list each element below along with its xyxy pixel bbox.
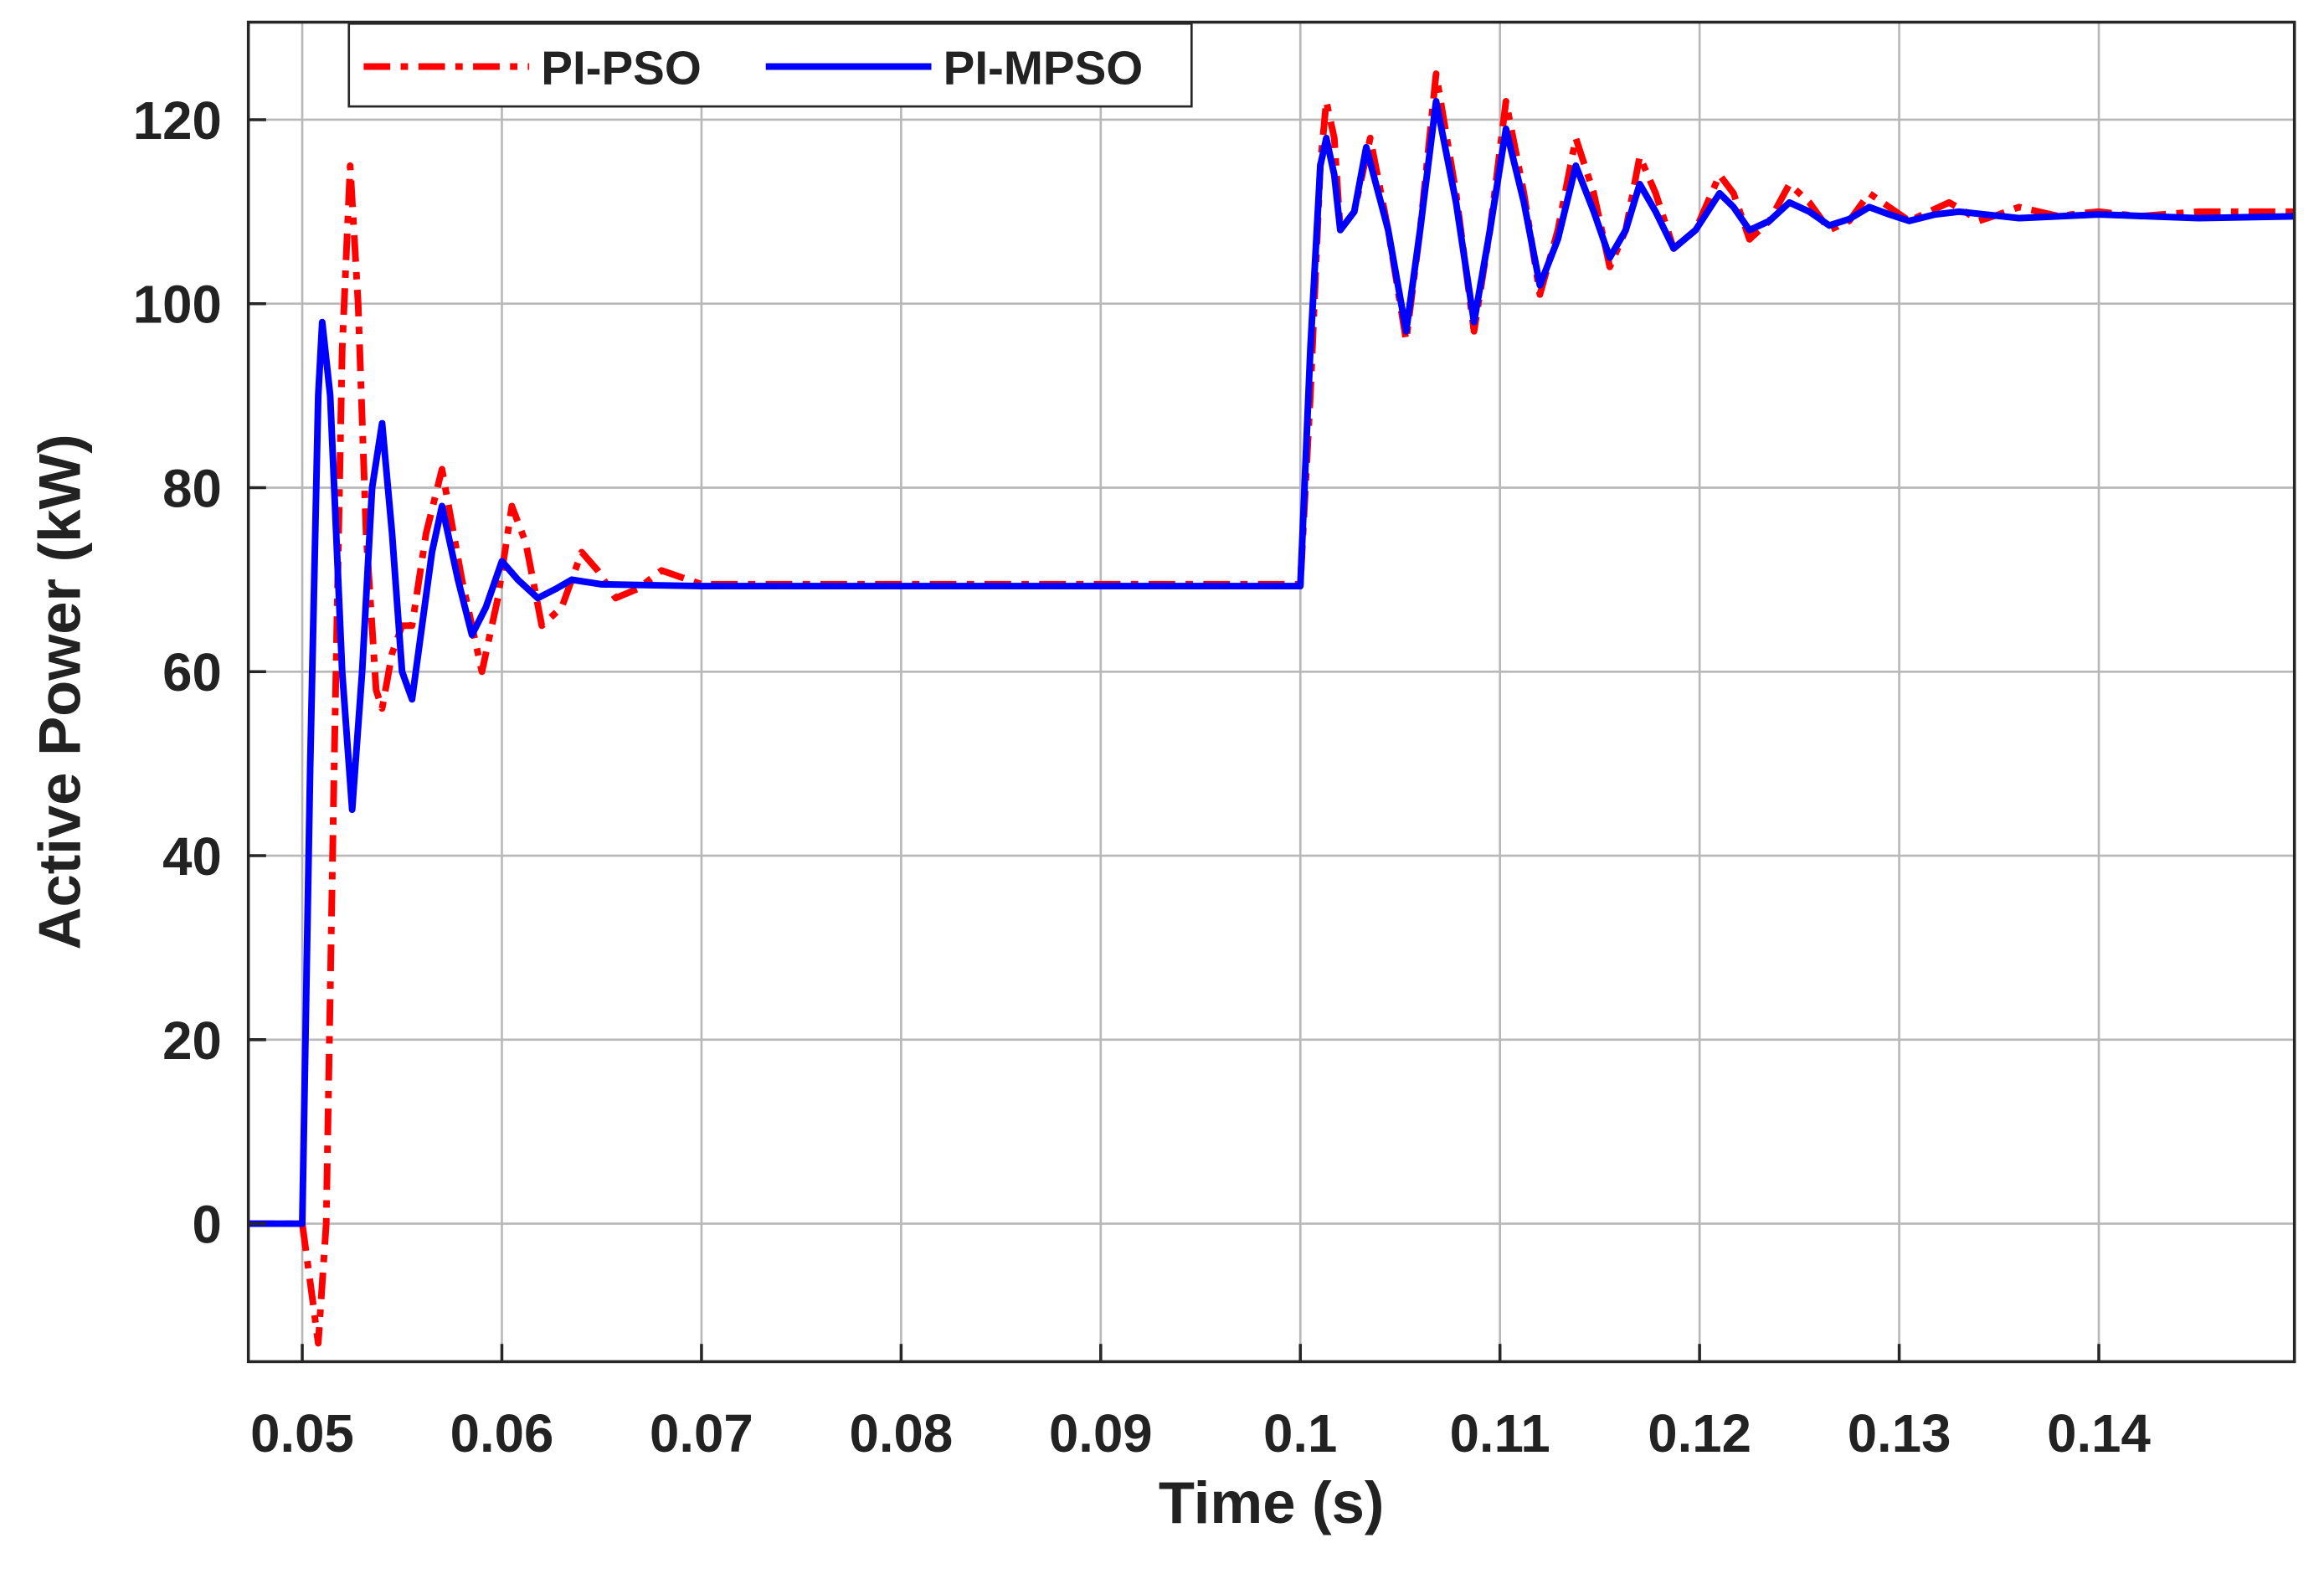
x-tick-label: 0.06 [450,1404,554,1463]
y-tick-label: 20 [162,1011,222,1071]
y-tick-label: 40 [162,827,222,887]
x-axis-label: Time (s) [1159,1469,1385,1535]
lines [248,70,2295,1347]
legend-label: PI-PSO [541,42,702,95]
x-tick-label: 0.07 [650,1404,753,1463]
x-tick-label: 0.11 [1450,1404,1550,1463]
x-tick-label: 0.05 [250,1404,354,1463]
x-tick-label: 0.1 [1263,1404,1337,1463]
x-tick-label: 0.13 [1848,1404,1951,1463]
y-tick-label: 120 [133,91,222,151]
y-tick-label: 80 [162,459,222,518]
plot-area [248,22,2295,1362]
series-line [248,70,2295,1347]
y-tick-label: 100 [133,275,222,335]
legend: PI-PSO PI-MPSO [347,22,1193,108]
y-tick-label: 0 [193,1196,222,1255]
plot-frame [246,20,2296,1364]
grid [248,22,2295,1362]
x-tick-label: 0.08 [850,1404,954,1463]
y-axis-label: Active Power (kW) [26,434,92,949]
x-tick-label: 0.12 [1648,1404,1751,1463]
series-line [248,98,2295,1227]
y-tick-label: 60 [162,643,222,702]
x-tick-label: 0.14 [2047,1404,2151,1463]
legend-label: PI-MPSO [943,42,1144,95]
ticks: 0.05 0.06 0.07 0.08 0.09 0.1 0.11 0.12 0.13 0.14 0… [133,91,2152,1463]
x-tick-label: 0.09 [1049,1404,1153,1463]
